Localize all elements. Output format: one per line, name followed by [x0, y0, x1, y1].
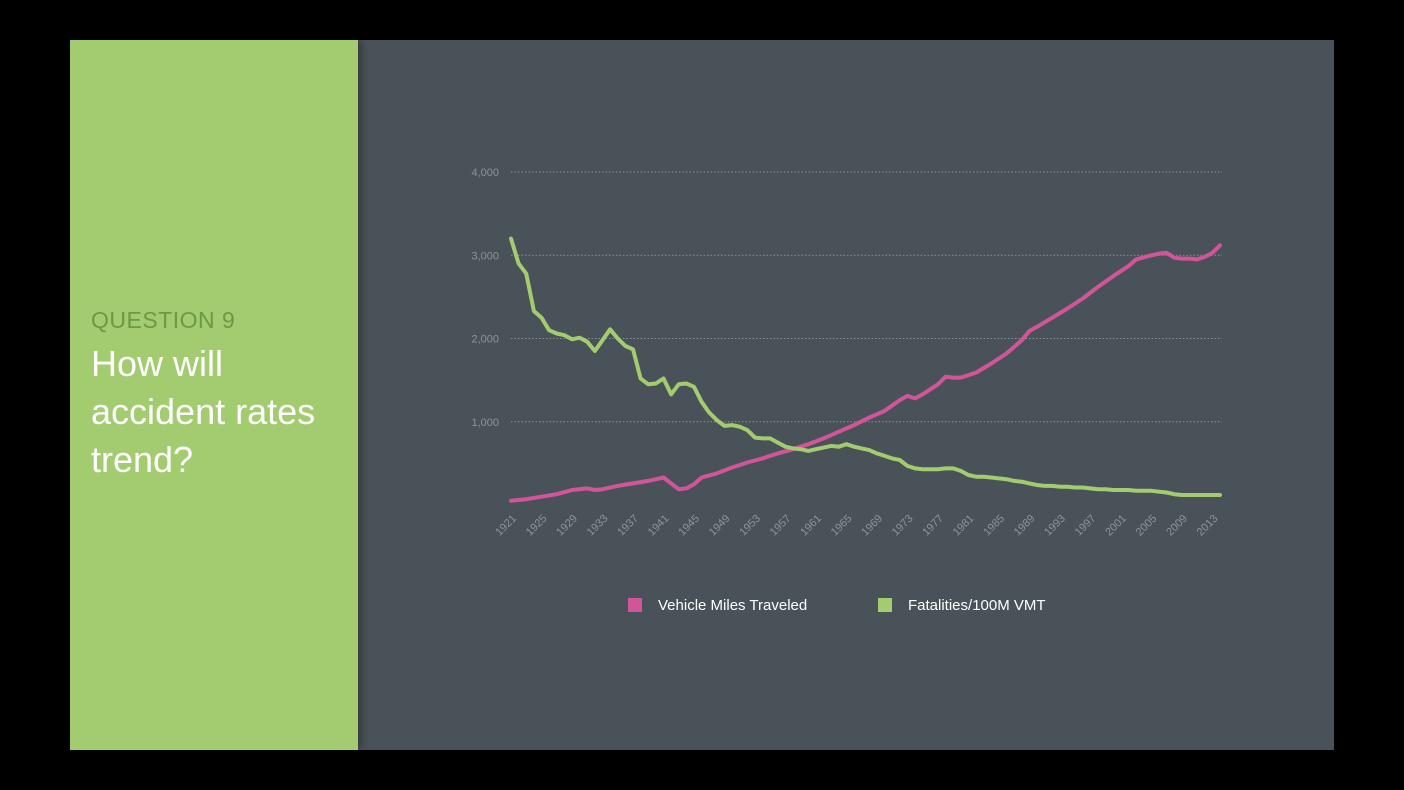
y-tick-label: 3,000: [471, 250, 499, 262]
y-tick-label: 2,000: [471, 334, 499, 346]
question-panel: QUESTION 9 How will accident rates trend…: [70, 40, 358, 750]
x-tick-label: 1941: [646, 513, 672, 539]
vmt-series-line: [509, 243, 1222, 503]
question-label: QUESTION 9: [91, 307, 236, 333]
x-tick-label: 1929: [554, 513, 580, 539]
slide: QUESTION 9 How will accident rates trend…: [70, 40, 1334, 750]
x-tick-label: 1945: [676, 513, 702, 539]
x-tick-label: 1937: [615, 513, 641, 539]
legend-label: Fatalities/100M VMT: [908, 597, 1046, 614]
x-tick-label: 1965: [829, 513, 855, 539]
x-tick-label: 1961: [798, 513, 824, 539]
x-tick-label: 1933: [585, 513, 611, 539]
y-tick-label: 4,000: [471, 167, 499, 179]
legend-swatch: [628, 598, 642, 612]
line-chart: 1,000 2,000 3,000 4,000 1921 1925 1929 1933 1937…: [471, 167, 1222, 614]
x-tick-label: 1957: [768, 513, 794, 539]
x-tick-label: 1977: [920, 513, 946, 539]
legend-swatch: [878, 598, 892, 612]
x-tick-label: 2009: [1164, 513, 1190, 539]
x-tick-label: 1993: [1042, 513, 1068, 539]
x-tick-label: 1985: [981, 513, 1007, 539]
x-tick-label: 1997: [1073, 513, 1099, 539]
x-tick-label: 1949: [707, 513, 733, 539]
x-tick-label: 1925: [524, 513, 550, 539]
x-tick-label: 1953: [737, 513, 763, 539]
x-tick-label: 1981: [951, 513, 977, 539]
x-tick-label: 1969: [859, 513, 885, 539]
x-tick-label: 1989: [1012, 513, 1038, 539]
legend-label: Vehicle Miles Traveled: [658, 597, 807, 614]
x-tick-label: 2001: [1103, 513, 1129, 539]
x-tick-label: 1973: [890, 513, 916, 539]
fatalities-series-line: [509, 236, 1222, 497]
question-title: How will accident rates trend?: [91, 343, 316, 480]
x-tick-label: 1921: [493, 513, 519, 539]
x-tick-label: 2013: [1195, 513, 1221, 539]
y-tick-label: 1,000: [471, 417, 499, 429]
x-tick-label: 2005: [1134, 513, 1160, 539]
